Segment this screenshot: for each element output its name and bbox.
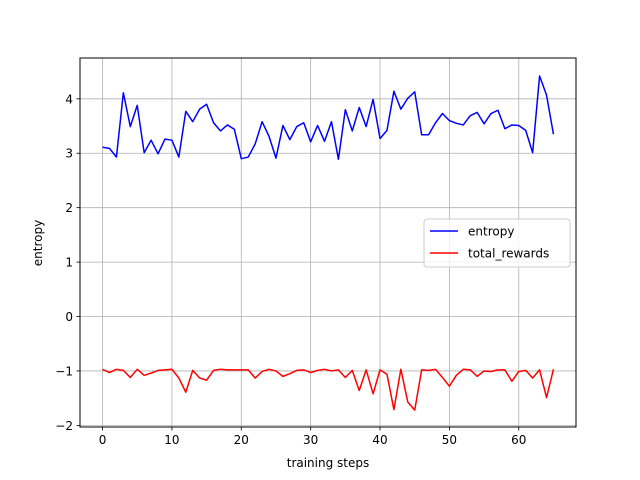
legend-label-total-rewards: total_rewards — [468, 247, 549, 261]
y-tick-label: 1 — [65, 256, 73, 270]
legend-box — [423, 218, 571, 268]
x-tick-label: 60 — [511, 433, 526, 447]
y-tick-label: 0 — [65, 310, 73, 324]
series-line-entropy — [102, 75, 555, 160]
axis-ticks: 0 10 20 30 40 50 60 −2 −1 0 1 2 3 4 — [55, 92, 526, 447]
series-line-total-rewards — [102, 368, 555, 411]
y-tick-label: 2 — [65, 201, 73, 215]
x-axis-label: training steps — [287, 456, 370, 470]
legend: entropy total_rewards — [423, 218, 571, 268]
legend-label-entropy: entropy — [468, 225, 514, 239]
x-tick-label: 10 — [164, 433, 179, 447]
y-tick-label: −1 — [55, 364, 73, 378]
x-tick-label: 0 — [99, 433, 107, 447]
y-tick-label: −2 — [55, 419, 73, 433]
series-layer — [102, 75, 555, 411]
x-tick-label: 30 — [303, 433, 318, 447]
y-tick-label: 3 — [65, 147, 73, 161]
y-axis-label: entropy — [31, 220, 45, 266]
x-tick-label: 50 — [442, 433, 457, 447]
x-tick-label: 20 — [234, 433, 249, 447]
plot-frame — [79, 57, 577, 428]
y-tick-label: 4 — [65, 92, 73, 106]
x-tick-label: 40 — [372, 433, 387, 447]
